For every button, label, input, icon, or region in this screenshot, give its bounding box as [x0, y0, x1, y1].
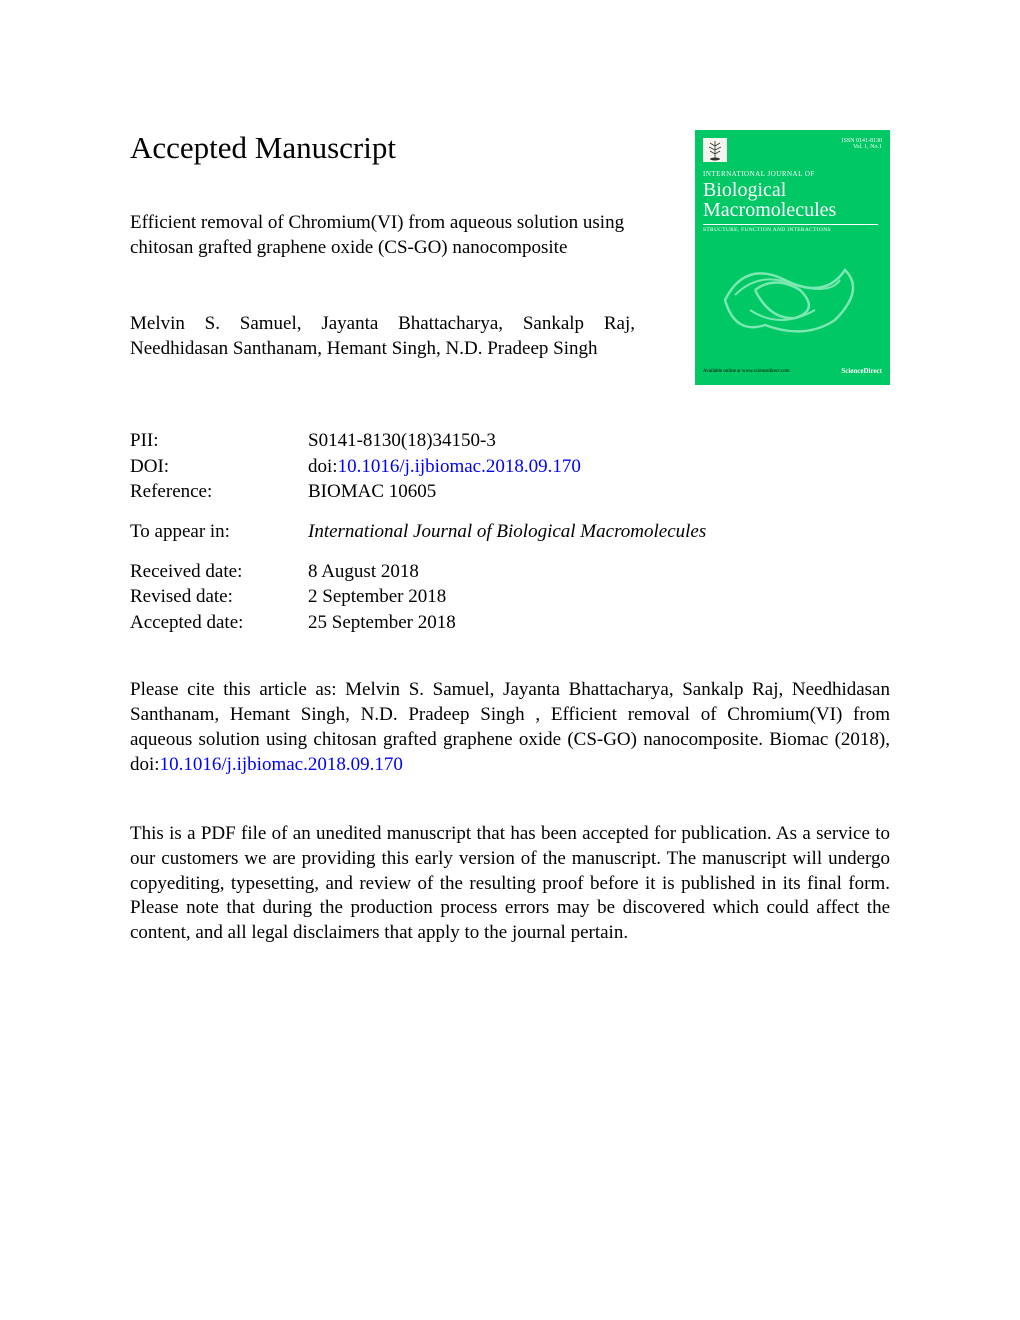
author-word: Samuel, [240, 312, 302, 337]
author-word: Jayanta [321, 312, 378, 337]
cover-underline [703, 224, 878, 225]
doi-link[interactable]: 10.1016/j.ijbiomac.2018.09.170 [338, 456, 581, 477]
meta-label: Received date: [130, 559, 308, 585]
cover-subtitle: INTERNATIONAL JOURNAL OF [703, 170, 815, 178]
meta-label: Revised date: [130, 584, 308, 610]
cover-corner-info: ISSN 0141-8130Vol. 1, No.1 [841, 138, 882, 150]
meta-value: International Journal of Biological Macr… [308, 519, 890, 545]
cover-title: Biological Macromolecules [703, 180, 836, 220]
meta-value: 25 September 2018 [308, 610, 890, 636]
cover-bottom-bar: Available online at www.sciencedirect.co… [703, 365, 882, 377]
citation-doi-link[interactable]: 10.1016/j.ijbiomac.2018.09.170 [160, 754, 403, 775]
meta-row-doi: DOI: doi:10.1016/j.ijbiomac.2018.09.170 [130, 454, 890, 480]
citation-paragraph: Please cite this article as: Melvin S. S… [130, 678, 890, 777]
author-word: Bhattacharya, [398, 312, 503, 337]
meta-value: doi:10.1016/j.ijbiomac.2018.09.170 [308, 454, 890, 480]
metadata-table: PII: S0141-8130(18)34150-3 DOI: doi:10.1… [130, 428, 890, 635]
cover-title-2: Macromolecules [703, 199, 836, 221]
meta-label: To appear in: [130, 519, 308, 545]
authors-line-2: Needhidasan Santhanam, Hemant Singh, N.D… [130, 337, 635, 362]
cover-molecule-icon [705, 240, 880, 360]
meta-row-revised: Revised date: 2 September 2018 [130, 584, 890, 610]
author-word: Sankalp [523, 312, 584, 337]
cover-title-1: Biological [703, 179, 786, 201]
page-heading: Accepted Manuscript [130, 130, 635, 166]
doi-prefix: doi: [308, 456, 338, 477]
meta-row-accepted: Accepted date: 25 September 2018 [130, 610, 890, 636]
disclaimer-paragraph: This is a PDF file of an unedited manusc… [130, 822, 890, 945]
authors-line-1: Melvin S. Samuel, Jayanta Bhattacharya, … [130, 312, 635, 337]
sciencedirect-label: ScienceDirect [841, 367, 882, 375]
meta-row-pii: PII: S0141-8130(18)34150-3 [130, 428, 890, 454]
meta-label: DOI: [130, 454, 308, 480]
authors: Melvin S. Samuel, Jayanta Bhattacharya, … [130, 312, 635, 361]
meta-label: PII: [130, 428, 308, 454]
meta-row-received: Received date: 8 August 2018 [130, 559, 890, 585]
author-word: Melvin [130, 312, 185, 337]
meta-label: Reference: [130, 479, 308, 505]
meta-value: S0141-8130(18)34150-3 [308, 428, 890, 454]
journal-cover: ISSN 0141-8130Vol. 1, No.1 INTERNATIONAL… [695, 130, 890, 385]
meta-label: Accepted date: [130, 610, 308, 636]
meta-value: BIOMAC 10605 [308, 479, 890, 505]
cover-tagline: STRUCTURE, FUNCTION AND INTERACTIONS [703, 227, 831, 233]
meta-row-reference: Reference: BIOMAC 10605 [130, 479, 890, 505]
meta-value: 2 September 2018 [308, 584, 890, 610]
cover-bottom-text: Available online at www.sciencedirect.co… [703, 369, 790, 374]
meta-value: 8 August 2018 [308, 559, 890, 585]
author-word: Raj, [604, 312, 635, 337]
elsevier-tree-icon [703, 138, 727, 162]
author-word: S. [205, 312, 220, 337]
meta-row-appear: To appear in: International Journal of B… [130, 519, 890, 545]
article-title: Efficient removal of Chromium(VI) from a… [130, 211, 635, 260]
